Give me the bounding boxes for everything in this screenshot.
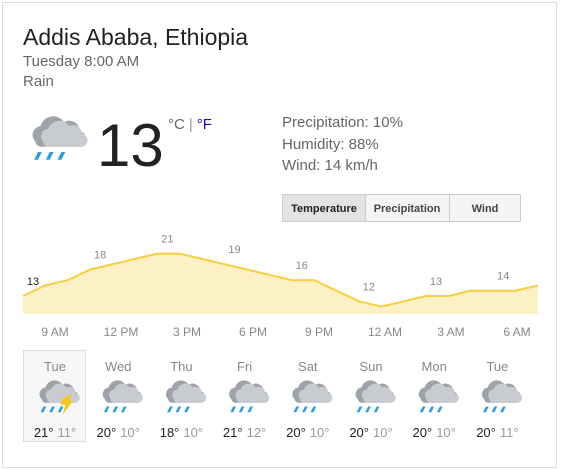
- day-temps: 20° 11°: [476, 425, 518, 440]
- day-name: Sat: [298, 359, 318, 374]
- day-name: Wed: [105, 359, 132, 374]
- tab-label[interactable]: Temperature: [291, 203, 357, 215]
- tab-label[interactable]: Precipitation: [374, 203, 441, 215]
- time-label: 6 AM: [503, 325, 530, 339]
- day-temps: 20° 10°: [413, 425, 456, 440]
- time-label: 6 PM: [239, 325, 267, 339]
- day-name: Tue: [44, 359, 66, 374]
- location: Addis Ababa, Ethiopia: [23, 24, 248, 50]
- temp-label: 19: [228, 244, 240, 256]
- tab[interactable]: [449, 194, 521, 222]
- tab[interactable]: [365, 194, 450, 222]
- detail: Precipitation: 10%: [282, 114, 403, 131]
- temp-units: °C | °F: [168, 116, 212, 133]
- high-temp: 20°: [97, 425, 117, 440]
- temp-label: 18: [94, 250, 106, 262]
- day-temps: 18° 10°: [160, 425, 203, 440]
- low-temp: 11°: [57, 425, 76, 440]
- temperature-line: [22, 252, 539, 308]
- day-temps: 21° 11°: [34, 425, 76, 440]
- temp-label: 13: [27, 276, 39, 288]
- day-name: Sun: [359, 359, 382, 374]
- temp-label: 16: [296, 260, 308, 272]
- temperature-chart: 13 18 21 19 16 12 13 14 9 AM 12 PM 3 PM 6 PM 9 PM 12 …: [22, 234, 539, 339]
- day-temps: 20° 10°: [286, 425, 329, 440]
- low-temp: 10°: [436, 425, 456, 440]
- temp-label: 12: [363, 281, 375, 293]
- low-temp: 12°: [247, 425, 267, 440]
- tab[interactable]: [282, 194, 366, 222]
- high-temp: 20°: [349, 425, 369, 440]
- condition: Rain: [23, 73, 54, 90]
- temp-label: 14: [497, 271, 509, 283]
- time-label: 3 AM: [437, 325, 464, 339]
- day-name: Fri: [237, 359, 252, 374]
- time-label: 9 PM: [305, 325, 333, 339]
- time-label: 12 AM: [368, 325, 402, 339]
- high-temp: 20°: [476, 425, 496, 440]
- low-temp: 10°: [120, 425, 140, 440]
- low-temp: 10°: [373, 425, 393, 440]
- day-name: Tue: [486, 359, 508, 374]
- lightning: [60, 393, 73, 416]
- high-temp: 21°: [34, 425, 54, 440]
- high-temp: 18°: [160, 425, 180, 440]
- time-label: 12 PM: [104, 325, 139, 339]
- temp-label: 21: [161, 234, 173, 246]
- day-temps: 21° 12°: [223, 425, 266, 440]
- low-temp: 11°: [500, 425, 519, 440]
- high-temp: 20°: [286, 425, 306, 440]
- detail: Humidity: 88%: [282, 136, 379, 153]
- tab-label[interactable]: Wind: [472, 203, 499, 215]
- detail: Wind: 14 km/h: [282, 157, 378, 174]
- day-name: Thu: [170, 359, 192, 374]
- temp-label: 13: [430, 276, 442, 288]
- unit-c[interactable]: °C: [168, 116, 185, 133]
- day-name: Mon: [422, 359, 447, 374]
- day-icon: [39, 380, 80, 416]
- day-temps: 20° 10°: [349, 425, 392, 440]
- low-temp: 10°: [183, 425, 203, 440]
- high-temp: 21°: [223, 425, 243, 440]
- datetime: Tuesday 8:00 AM: [23, 53, 139, 70]
- time-label: 9 AM: [41, 325, 68, 339]
- day-temps: 20° 10°: [97, 425, 140, 440]
- unit-f[interactable]: °F: [197, 116, 212, 133]
- low-temp: 10°: [310, 425, 330, 440]
- unit-separator: |: [189, 116, 193, 133]
- current-temp: 13: [97, 112, 164, 179]
- temperature-area: [23, 253, 538, 314]
- time-label: 3 PM: [173, 325, 201, 339]
- high-temp: 20°: [413, 425, 433, 440]
